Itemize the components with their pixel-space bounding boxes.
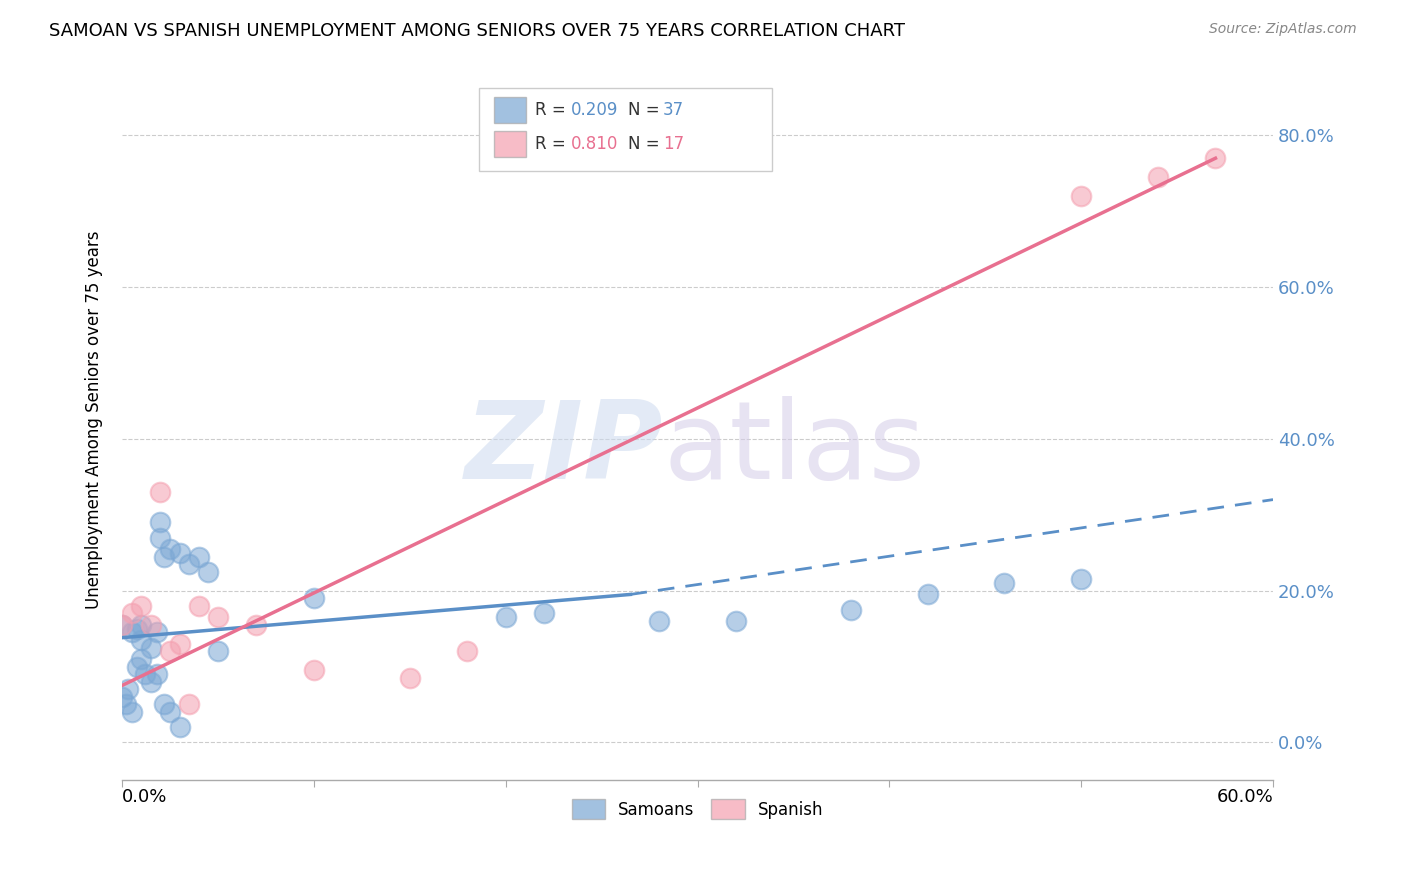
Point [495, 610, 517, 624]
Text: SAMOAN VS SPANISH UNEMPLOYMENT AMONG SENIORS OVER 75 YEARS CORRELATION CHART: SAMOAN VS SPANISH UNEMPLOYMENT AMONG SEN… [49, 22, 905, 40]
Point [111, 690, 134, 704]
Point [139, 640, 162, 655]
Point [111, 617, 134, 632]
Point [111, 617, 134, 632]
Point [145, 667, 167, 681]
Point [839, 602, 862, 616]
Text: N =: N = [628, 101, 665, 119]
Point [187, 599, 209, 613]
Text: 0.0%: 0.0% [122, 788, 167, 805]
Point [207, 644, 229, 658]
Text: atlas: atlas [664, 396, 925, 502]
FancyBboxPatch shape [479, 88, 772, 171]
Point [245, 617, 267, 632]
Point [302, 663, 325, 677]
Point [153, 698, 176, 712]
Point [127, 622, 149, 636]
Point [533, 607, 555, 621]
Point [129, 617, 152, 632]
Text: 0.209: 0.209 [571, 101, 619, 119]
Text: 17: 17 [664, 135, 685, 153]
Point [134, 667, 156, 681]
Text: 37: 37 [664, 101, 685, 119]
Point [159, 541, 181, 556]
Point [149, 485, 172, 500]
Text: N =: N = [628, 135, 665, 153]
Point [169, 637, 191, 651]
FancyBboxPatch shape [494, 97, 526, 123]
Point [179, 557, 201, 571]
Point [121, 705, 143, 719]
Legend: Samoans, Spanish: Samoans, Spanish [565, 792, 830, 826]
Point [121, 607, 143, 621]
Point [139, 617, 162, 632]
Text: 60.0%: 60.0% [1216, 788, 1272, 805]
Point [129, 652, 152, 666]
Point [1070, 572, 1092, 586]
Point [121, 625, 143, 640]
Point [1204, 151, 1226, 165]
Point [149, 531, 172, 545]
Point [149, 516, 172, 530]
Text: ZIP: ZIP [464, 396, 664, 502]
Point [169, 546, 191, 560]
Point [1147, 170, 1170, 185]
Point [187, 549, 209, 564]
Point [993, 576, 1015, 591]
FancyBboxPatch shape [494, 131, 526, 157]
Text: 0.810: 0.810 [571, 135, 619, 153]
Point [456, 644, 478, 658]
Point [1070, 189, 1092, 203]
Point [139, 674, 162, 689]
Point [117, 682, 139, 697]
Point [127, 659, 149, 673]
Point [179, 698, 201, 712]
Point [302, 591, 325, 606]
Text: Source: ZipAtlas.com: Source: ZipAtlas.com [1209, 22, 1357, 37]
Point [398, 671, 420, 685]
Point [159, 705, 181, 719]
Text: R =: R = [536, 135, 571, 153]
Point [724, 614, 747, 628]
Point [153, 549, 176, 564]
Point [145, 625, 167, 640]
Point [197, 565, 219, 579]
Point [917, 587, 939, 601]
Point [207, 610, 229, 624]
Y-axis label: Unemployment Among Seniors over 75 years: Unemployment Among Seniors over 75 years [86, 231, 103, 609]
Point [129, 599, 152, 613]
Point [115, 698, 138, 712]
Point [169, 720, 191, 734]
Point [648, 614, 671, 628]
Text: R =: R = [536, 101, 571, 119]
Point [159, 644, 181, 658]
Point [129, 632, 152, 647]
